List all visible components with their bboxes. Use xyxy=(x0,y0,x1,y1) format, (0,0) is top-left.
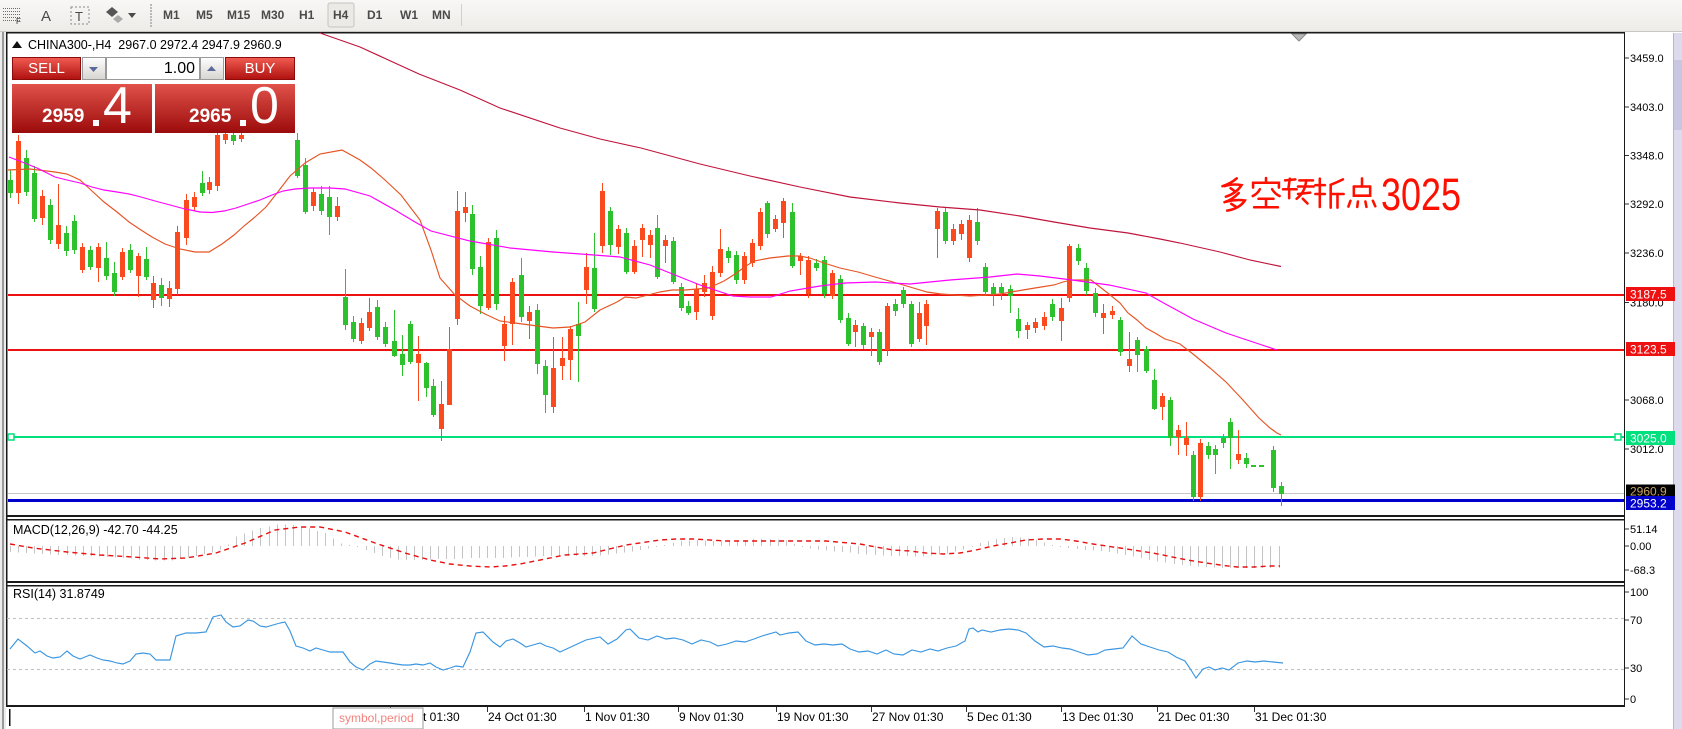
svg-text:0: 0 xyxy=(1630,694,1636,706)
svg-text:3236.0: 3236.0 xyxy=(1630,248,1664,260)
svg-text:19 Nov 01:30: 19 Nov 01:30 xyxy=(777,710,849,724)
svg-text:-68.3: -68.3 xyxy=(1630,565,1655,577)
svg-text:CHINA300-,H4 2967.0 2972.4 29: CHINA300-,H4 2967.0 2972.4 2947.9 2960.9 xyxy=(28,38,282,52)
svg-text:symbol,period: symbol,period xyxy=(339,711,414,725)
svg-text:3187.5: 3187.5 xyxy=(1630,288,1667,302)
svg-text:100: 100 xyxy=(1630,587,1648,599)
svg-text:A: A xyxy=(41,8,51,25)
svg-text:21 Dec 01:30: 21 Dec 01:30 xyxy=(1158,710,1230,724)
svg-text:F: F xyxy=(16,17,21,26)
svg-text:24 Oct 01:30: 24 Oct 01:30 xyxy=(488,710,557,724)
svg-text:5 Dec 01:30: 5 Dec 01:30 xyxy=(967,710,1032,724)
svg-text:T: T xyxy=(75,9,83,24)
svg-text:51.14: 51.14 xyxy=(1630,524,1658,536)
svg-text:27 Nov 01:30: 27 Nov 01:30 xyxy=(872,710,944,724)
svg-text:RSI(14) 31.8749: RSI(14) 31.8749 xyxy=(13,587,105,601)
svg-text:2953.2: 2953.2 xyxy=(1630,497,1667,511)
svg-text:1 Nov 01:30: 1 Nov 01:30 xyxy=(585,710,650,724)
svg-text:31 Dec 01:30: 31 Dec 01:30 xyxy=(1255,710,1327,724)
svg-text:2960.9: 2960.9 xyxy=(1630,485,1667,499)
svg-text:3068.0: 3068.0 xyxy=(1630,395,1664,407)
svg-text:70: 70 xyxy=(1630,615,1642,627)
svg-text:9 Nov 01:30: 9 Nov 01:30 xyxy=(679,710,744,724)
svg-text:3292.0: 3292.0 xyxy=(1630,199,1664,211)
svg-text:3403.0: 3403.0 xyxy=(1630,102,1664,114)
svg-text:30: 30 xyxy=(1630,663,1642,675)
svg-text:3012.0: 3012.0 xyxy=(1630,444,1664,456)
svg-text:3459.0: 3459.0 xyxy=(1630,53,1664,65)
svg-text:0.00: 0.00 xyxy=(1630,541,1651,553)
svg-text:t 01:30: t 01:30 xyxy=(423,710,460,724)
svg-text:3123.5: 3123.5 xyxy=(1630,343,1667,357)
svg-text:3025: 3025 xyxy=(1381,169,1461,220)
svg-text:3348.0: 3348.0 xyxy=(1630,151,1664,163)
svg-text:13 Dec 01:30: 13 Dec 01:30 xyxy=(1062,710,1134,724)
svg-text:3025.0: 3025.0 xyxy=(1630,432,1667,446)
svg-text:MACD(12,26,9) -42.70 -44.25: MACD(12,26,9) -42.70 -44.25 xyxy=(13,523,178,537)
